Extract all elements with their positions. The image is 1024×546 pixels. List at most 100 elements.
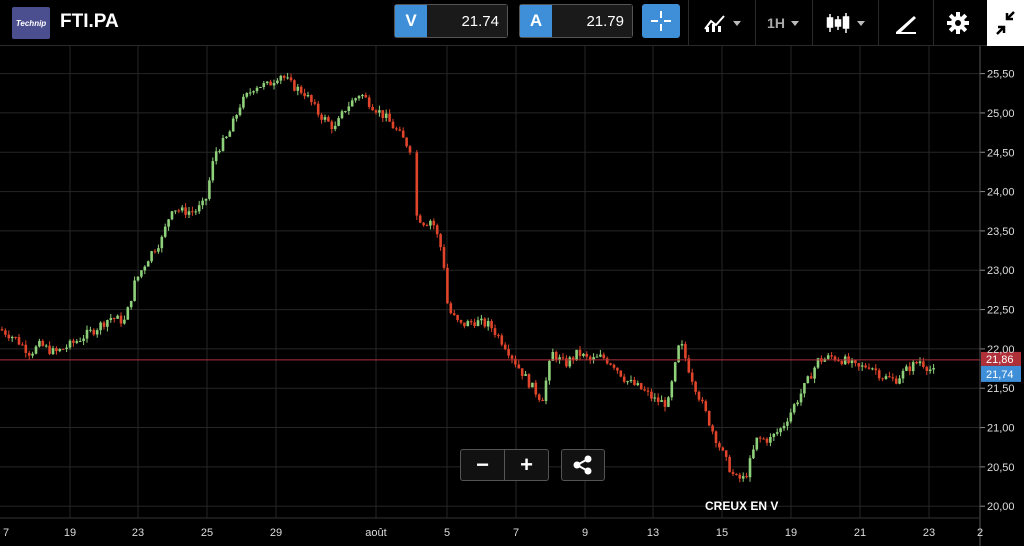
- candle-body: [388, 113, 391, 122]
- candle-body: [537, 394, 541, 400]
- y-tick-label: 20,50: [987, 462, 1015, 474]
- chevron-down-icon: [790, 20, 799, 26]
- collapse-icon: [996, 11, 1015, 35]
- candle-body: [789, 412, 793, 422]
- price-chart[interactable]: 21,86 21,74 25,50 25,00 24,50 24,00 23,50 23,0…: [0, 46, 1024, 546]
- candle-body: [483, 318, 487, 327]
- candle-body: [660, 400, 663, 402]
- candle-body: [840, 360, 844, 365]
- zoom-in-button[interactable]: +: [520, 452, 533, 477]
- share-button[interactable]: [561, 449, 605, 481]
- candle-body: [755, 437, 759, 450]
- y-tick-label: 21,00: [987, 423, 1015, 435]
- candle-body: [119, 315, 123, 324]
- sell-quote-button[interactable]: V 21.74: [394, 4, 508, 38]
- candle-body: [653, 397, 657, 399]
- x-tick-label: 29: [270, 527, 282, 539]
- candle-body: [378, 110, 381, 113]
- candle-body: [153, 251, 157, 253]
- candle-body: [531, 382, 534, 388]
- sell-price: 21.74: [427, 5, 507, 37]
- candle-body: [925, 366, 929, 371]
- candle-body: [306, 95, 310, 97]
- candle-body: [816, 358, 820, 368]
- zoom-out-button[interactable]: −: [476, 452, 489, 477]
- candle-body: [194, 211, 198, 213]
- candle-body: [619, 370, 623, 377]
- candle-body: [160, 236, 164, 249]
- drawing-tools-button[interactable]: [882, 0, 930, 46]
- candle-body: [367, 97, 371, 108]
- x-tick-label: août: [365, 527, 386, 539]
- buy-quote-button[interactable]: A 21.79: [519, 4, 633, 38]
- candle-body: [874, 368, 878, 371]
- candle-body: [361, 94, 364, 97]
- candle-body: [109, 318, 113, 321]
- candle-body: [463, 322, 466, 327]
- y-tick-label: 21,50: [987, 383, 1015, 395]
- candle-body: [354, 98, 357, 101]
- candle-body: [405, 137, 408, 147]
- candle-body: [833, 356, 837, 361]
- candle-body: [225, 136, 228, 138]
- current-price-tag: [981, 351, 1021, 366]
- candle-body: [456, 315, 459, 320]
- candle-body: [741, 476, 745, 479]
- x-tick-label: 2: [977, 527, 983, 539]
- candle-body: [150, 251, 153, 262]
- candle-body: [745, 476, 748, 478]
- candle-body: [184, 207, 187, 215]
- candle-body: [901, 370, 905, 379]
- candle-body: [667, 397, 670, 407]
- timeframe-menu[interactable]: 1H: [760, 0, 806, 46]
- y-tick-label: 22,00: [987, 344, 1015, 356]
- candle-body: [55, 348, 58, 352]
- settings-button[interactable]: [936, 0, 980, 46]
- candle-body: [786, 421, 789, 426]
- candle-body: [10, 336, 14, 339]
- candle-body: [4, 330, 7, 335]
- candle-body: [446, 267, 449, 304]
- candle-body: [469, 321, 473, 323]
- collapse-button[interactable]: [987, 0, 1024, 46]
- candle-body: [629, 379, 633, 382]
- candle-body: [157, 248, 160, 252]
- candle-body: [429, 220, 432, 226]
- candle-body: [891, 377, 895, 379]
- candle-body: [493, 328, 497, 335]
- candle-body: [289, 77, 293, 81]
- candle-body: [204, 198, 208, 201]
- candle-body: [418, 215, 422, 223]
- candle-body: [837, 360, 840, 362]
- candle-body: [486, 320, 490, 327]
- y-axis: 25,50 25,00 24,50 24,00 23,50 23,00 22,50 22,00…: [979, 46, 1015, 546]
- buy-label: A: [520, 5, 552, 37]
- chart-type-menu[interactable]: [820, 0, 870, 46]
- candle-body: [830, 355, 833, 357]
- candle-body: [898, 378, 901, 384]
- candle-body: [697, 391, 701, 400]
- indicators-menu[interactable]: [697, 0, 747, 46]
- candle-body: [344, 110, 347, 112]
- chevron-down-icon: [733, 20, 741, 26]
- candle-body: [34, 346, 38, 354]
- candle-body: [51, 348, 55, 354]
- candle-body: [384, 113, 388, 119]
- candle-body: [116, 315, 119, 319]
- candle-body: [7, 334, 11, 339]
- candle-body: [170, 211, 174, 220]
- x-tick-label: 7: [3, 527, 9, 539]
- candle-body: [721, 447, 725, 451]
- candle-body: [44, 345, 48, 347]
- candle-body: [221, 137, 225, 151]
- candle-body: [558, 357, 561, 361]
- candle-body: [881, 378, 884, 380]
- candle-body: [762, 438, 765, 440]
- candle-body: [201, 200, 204, 206]
- candle-body: [544, 380, 548, 402]
- crosshair-button[interactable]: [642, 4, 680, 38]
- candle-body: [690, 372, 694, 382]
- candle-body: [520, 368, 524, 376]
- candle-body: [242, 96, 245, 108]
- x-tick-label: 19: [785, 527, 797, 539]
